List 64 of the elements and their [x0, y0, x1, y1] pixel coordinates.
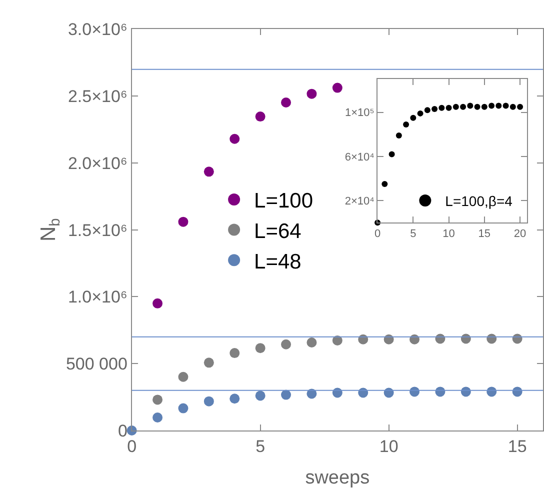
legend-label: L=100,β=4	[445, 192, 513, 209]
x-tick-label: 5	[256, 436, 266, 456]
point	[255, 112, 266, 122]
x-tick-label: 15	[508, 436, 527, 456]
x-axis-title: sweeps	[305, 468, 370, 489]
point	[230, 394, 240, 404]
point	[452, 104, 459, 110]
point	[204, 358, 214, 368]
y-tick-label: 1.5×10⁶	[68, 220, 128, 240]
point	[306, 337, 317, 348]
x-tick-label: 15	[478, 228, 491, 240]
point	[152, 394, 163, 405]
point	[481, 104, 488, 110]
point	[382, 181, 388, 188]
point	[255, 343, 266, 354]
point	[281, 390, 292, 400]
point	[332, 335, 342, 346]
point	[488, 102, 495, 109]
point	[417, 110, 424, 116]
point	[403, 121, 410, 128]
x-tick-label: 20	[514, 228, 526, 240]
point	[410, 114, 416, 121]
point	[306, 88, 317, 99]
x-tick-label: 10	[442, 228, 455, 240]
point	[204, 166, 214, 177]
point	[502, 102, 509, 109]
point	[230, 134, 240, 144]
y-tick-label: 3.0×10⁶	[68, 20, 128, 40]
point	[178, 216, 188, 227]
point	[438, 104, 445, 111]
point	[510, 104, 516, 110]
point	[332, 82, 342, 93]
point	[388, 151, 395, 158]
point	[446, 104, 452, 111]
y-tick-label: 2.5×10⁶	[68, 87, 128, 106]
point	[178, 372, 188, 382]
point	[204, 396, 214, 406]
point	[474, 104, 480, 110]
point	[467, 102, 474, 109]
point	[432, 106, 438, 112]
point	[255, 390, 266, 401]
y-tick-label: 500 000	[66, 354, 128, 374]
point	[517, 104, 524, 110]
y-tick-label: 1×10⁵	[345, 107, 374, 120]
y-tick-label: 2.0×10⁶	[68, 154, 128, 173]
point	[396, 132, 402, 138]
point	[178, 403, 188, 414]
point	[496, 102, 502, 109]
y-tick-label: 2×10⁴	[344, 195, 375, 208]
point	[460, 104, 466, 110]
point	[230, 348, 240, 358]
y-tick-label: 1.0×10⁶	[68, 288, 128, 307]
y-tick-label: 0	[118, 421, 128, 440]
y-tick-label: 6×10⁴	[344, 151, 375, 164]
point	[152, 298, 163, 308]
legend-label: L=100	[254, 190, 314, 213]
point	[424, 107, 430, 114]
legend-label: L=48	[254, 250, 302, 274]
x-tick-label: 5	[410, 228, 416, 240]
point	[281, 98, 292, 108]
x-tick-label: 10	[379, 436, 398, 456]
legend-label: L=64	[254, 220, 302, 243]
point	[281, 339, 292, 350]
point	[152, 412, 163, 423]
